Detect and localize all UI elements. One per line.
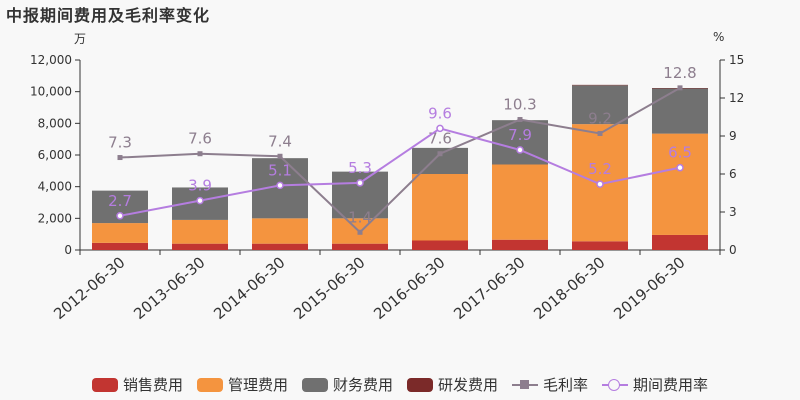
gross-margin-data-label: 7.4 [268,132,292,150]
bar-sales [332,243,388,250]
expense-ratio-point [356,179,364,187]
legend-swatch [301,377,328,392]
y-left-tick-label: 12,000 [30,53,72,67]
expense-ratio-point [436,124,444,133]
gross-margin-point [517,117,523,123]
bar-admin [652,133,708,235]
legend-item[interactable]: 期间费用率 [602,374,708,395]
bar-admin [412,174,468,241]
y-right-tick-label: 6 [729,167,737,181]
chart-canvas: 0 2,000 4,000 6,000 8,000 10,000 12,000 0 3 6 9 12 1… [30,53,744,323]
bar-sales [492,239,548,250]
x-tick-label: 2015-06-30 [290,253,368,323]
legend: 销售费用 管理费用 财务费用 研发费用 毛利率 期间费用率 [0,374,800,395]
legend-item[interactable]: 管理费用 [196,374,288,395]
gross-margin-data-label: 7.6 [188,130,212,148]
bar-finance [652,88,708,134]
legend-label: 研发费用 [438,376,499,394]
expense-ratio-data-label: 2.7 [108,192,132,210]
y-right-tick-label: 15 [729,53,744,67]
x-tick-label: 2018-06-30 [530,253,608,323]
gross-margin-point [677,85,683,91]
gross-margin-data-label: 7.6 [428,130,452,148]
y-right-tick-label: 12 [729,91,744,105]
x-tick-label: 2013-06-30 [130,253,208,323]
expense-ratio-point [676,163,684,172]
bar-finance [572,85,628,125]
expense-ratio-point [596,180,604,188]
x-tick-label: 2012-06-30 [50,253,128,323]
gross-margin-data-label: 9.2 [588,109,612,127]
y-left-tick-label: 6,000 [38,148,72,162]
legend-label: 期间费用率 [633,376,709,394]
x-tick-label: 2019-06-30 [610,253,688,323]
gross-margin-point [277,153,283,159]
expense-ratio-data-label: 3.9 [188,177,212,195]
gross-margin-point [437,151,443,157]
legend-label: 管理费用 [227,376,288,394]
expense-ratio-data-label: 6.5 [668,144,692,162]
y-right-tick-label: 0 [729,243,737,257]
x-tick-label: 2014-06-30 [210,253,288,323]
y-left-tick-label: 4,000 [38,180,72,194]
bar-sales [412,240,468,250]
expense-ratio-point [276,181,284,190]
expense-ratio-point [116,212,124,220]
legend-line-circle-swatch [602,378,629,392]
legend-item[interactable]: 财务费用 [301,374,393,395]
gross-margin-data-label: 1.4 [348,208,372,226]
expense-ratio-data-label: 5.3 [348,159,372,177]
legend-item[interactable]: 毛利率 [512,374,588,395]
gross-margin-data-label: 7.3 [108,134,132,152]
bar-sales [172,243,228,250]
gross-margin-line [119,86,681,234]
legend-label: 毛利率 [543,376,589,394]
y-left-tick-label: 0 [64,243,72,257]
legend-swatch [407,377,433,392]
expense-ratio-data-label: 5.2 [588,160,612,178]
legend-label: 财务费用 [332,376,393,394]
bar-sales [252,243,308,250]
right-axis-unit: % [713,30,725,44]
gross-margin-data-label: 12.8 [663,64,696,82]
legend-item[interactable]: 研发费用 [407,374,498,395]
y-right-tick-label: 9 [729,129,737,143]
legend-swatch [91,377,118,392]
y-left-tick-label: 2,000 [38,211,72,225]
x-tick-label: 2016-06-30 [370,253,448,323]
bar-sales [92,242,148,250]
bar-admin [492,164,548,240]
bar-sales [572,241,628,250]
expense-ratio-point [196,196,204,205]
gross-margin-data-label: 10.3 [503,96,536,114]
expense-ratio-data-label: 5.1 [268,161,292,179]
gross-margin-point [597,130,603,136]
y-left-tick-label: 8,000 [38,116,72,130]
legend-item[interactable]: 销售费用 [91,374,183,395]
chart-title: 中报期间费用及毛利率变化 [6,6,211,25]
expense-ratio-line [119,127,681,217]
expense-ratio-point [516,146,524,154]
legend-swatch [196,377,223,392]
y-right-tick-label: 3 [729,205,737,219]
legend-label: 销售费用 [122,376,183,394]
gross-margin-point [117,155,123,161]
bar-sales [652,234,708,250]
gross-margin-point [197,151,203,157]
y-left-tick-label: 10,000 [30,85,72,99]
left-axis-unit: 万 [74,32,87,46]
gross-margin-point [357,229,363,235]
legend-line-square-swatch [512,378,539,392]
expense-ratio-data-label: 7.9 [508,126,532,144]
bar-admin [172,219,228,244]
x-tick-label: 2017-06-30 [450,253,528,323]
bar-admin [252,218,308,244]
bar-admin [92,223,148,243]
expense-ratio-data-label: 9.6 [428,104,452,122]
